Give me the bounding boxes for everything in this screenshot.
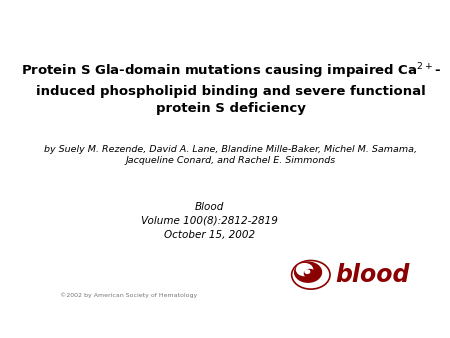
Circle shape — [297, 264, 313, 275]
Text: Blood
Volume 100(8):2812-2819
October 15, 2002: Blood Volume 100(8):2812-2819 October 15… — [141, 202, 278, 240]
Text: ©2002 by American Society of Hematology: ©2002 by American Society of Hematology — [60, 293, 197, 298]
Text: blood: blood — [335, 263, 410, 287]
Circle shape — [305, 270, 310, 273]
Circle shape — [295, 262, 321, 282]
Text: Protein S Gla-domain mutations causing impaired Ca$^{2+}$-
induced phospholipid : Protein S Gla-domain mutations causing i… — [21, 62, 441, 115]
Text: by Suely M. Rezende, David A. Lane, Blandine Mille-Baker, Michel M. Samama,
Jacq: by Suely M. Rezende, David A. Lane, Blan… — [44, 145, 417, 166]
Circle shape — [304, 269, 315, 277]
